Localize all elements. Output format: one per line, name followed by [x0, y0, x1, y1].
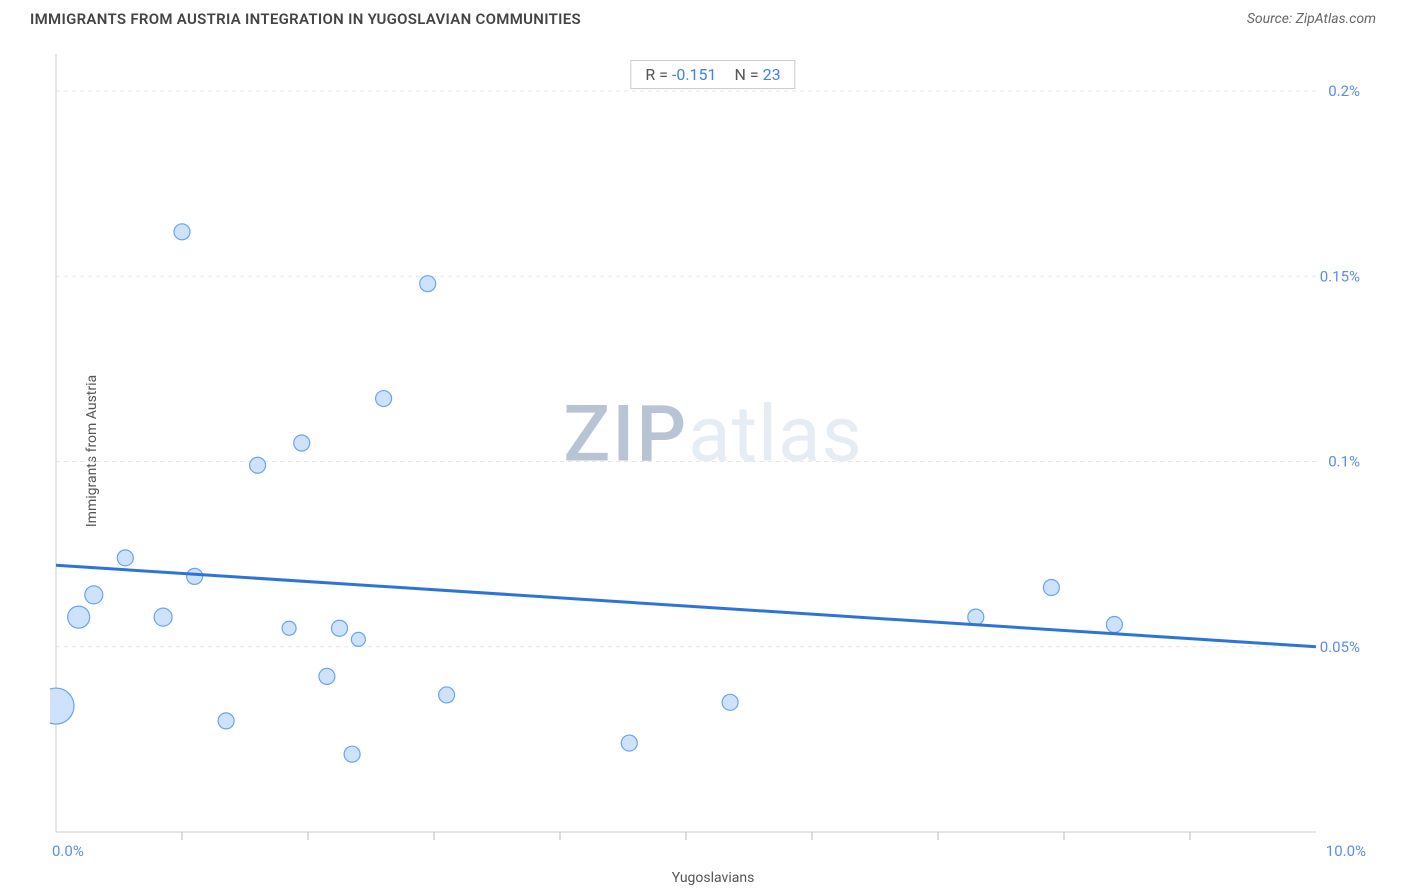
- data-point: [187, 568, 203, 584]
- y-tick-label: 0.1%: [1328, 453, 1360, 471]
- x-tick-label: 10.0%: [1326, 842, 1366, 860]
- data-point: [439, 687, 455, 703]
- data-point: [1106, 617, 1122, 633]
- data-point: [332, 620, 348, 636]
- data-point: [1043, 579, 1059, 595]
- header-bar: IMMIGRANTS FROM AUSTRIA INTEGRATION IN Y…: [0, 0, 1406, 32]
- data-point: [154, 608, 172, 626]
- y-tick-label: 0.05%: [1320, 638, 1360, 656]
- x-tick-label: 0.0%: [52, 842, 84, 860]
- data-point: [85, 586, 103, 604]
- data-point: [282, 621, 296, 635]
- trend-line: [56, 565, 1316, 647]
- source-attribution: Source: ZipAtlas.com: [1247, 11, 1376, 27]
- chart-title: IMMIGRANTS FROM AUSTRIA INTEGRATION IN Y…: [30, 10, 581, 28]
- n-value: 23: [763, 65, 781, 84]
- data-point: [174, 224, 190, 240]
- n-stat: N = 23: [735, 65, 781, 84]
- chart-container: Immigrants from Austria Yugoslavians R =…: [50, 40, 1376, 862]
- data-point: [294, 435, 310, 451]
- data-point: [351, 632, 365, 646]
- y-tick-label: 0.2%: [1328, 82, 1360, 100]
- r-label: R =: [645, 65, 668, 84]
- x-axis-label: Yugoslavians: [672, 870, 755, 886]
- data-point: [968, 609, 984, 625]
- data-point: [722, 694, 738, 710]
- data-point: [319, 668, 335, 684]
- data-point: [117, 550, 133, 566]
- data-point: [344, 746, 360, 762]
- n-label: N =: [735, 65, 759, 84]
- scatter-plot: 0.05% 0.1% 0.15% 0.2% 0.0% 10.0%: [50, 40, 1376, 862]
- data-point: [420, 276, 436, 292]
- r-stat: R = -0.151: [645, 65, 716, 84]
- data-point: [376, 391, 392, 407]
- y-tick-label: 0.15%: [1320, 267, 1360, 285]
- stats-box: R = -0.151 N = 23: [630, 60, 795, 89]
- data-point: [50, 688, 74, 724]
- r-value: -0.151: [672, 65, 717, 84]
- data-point: [68, 606, 90, 628]
- data-point: [218, 713, 234, 729]
- data-point: [621, 735, 637, 751]
- data-point: [250, 457, 266, 473]
